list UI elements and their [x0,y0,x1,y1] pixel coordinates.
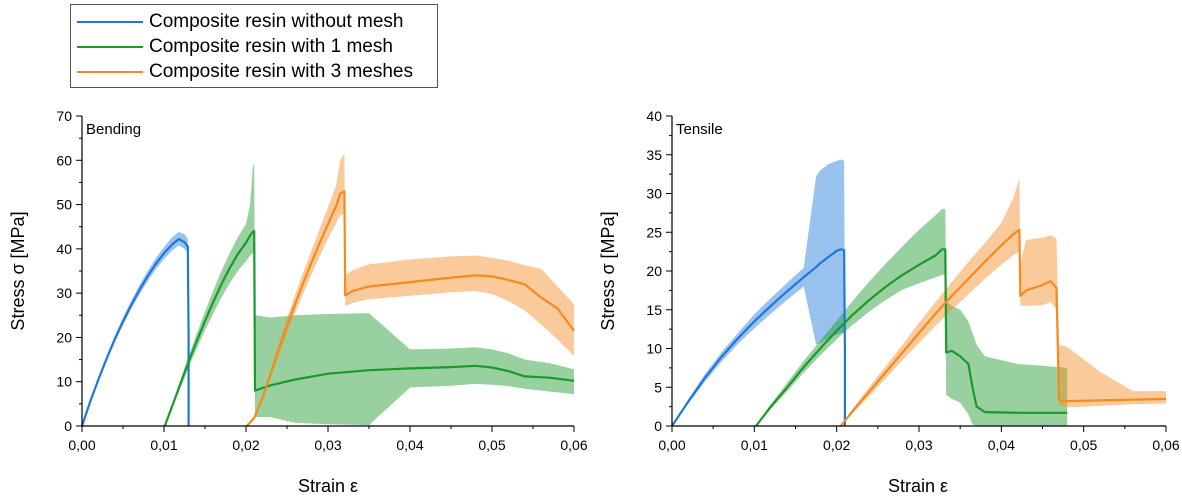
bending-x-tick-label-0: 0,00 [68,437,95,453]
tensile-y-tick-label-2: 10 [646,341,662,357]
tensile-x-tick-label-6: 0,06 [1152,437,1179,453]
bending-x-tick-label-3: 0,03 [314,437,341,453]
bending-line-0 [80,238,190,427]
bending-x-tick-label-2: 0,02 [232,437,259,453]
tensile-x-tick-label-3: 0,03 [905,437,932,453]
tensile-y-tick-label-6: 30 [646,186,662,202]
bending-line-2 [245,190,575,427]
bending-y-tick-label-6: 60 [56,152,72,168]
tensile-line-1 [755,248,1068,427]
bending-band-1 [164,162,575,426]
tensile-x-tick-label-4: 0,04 [988,437,1015,453]
bending-chart-title: Bending [86,121,141,138]
bending-line-1 [163,230,575,427]
bending-x-tick-label-1: 0,01 [150,437,177,453]
legend-label-without-mesh: Composite resin without mesh [149,11,404,32]
tensile-x-axis-label: Strain ε [888,476,948,496]
tensile-x-tick-label-2: 0,02 [823,437,850,453]
tensile-line-0 [671,248,846,427]
legend: Composite resin without mesh Composite r… [70,4,438,88]
legend-swatch-without-mesh [77,21,143,23]
bending-y-tick-label-3: 30 [56,285,72,301]
legend-label-1-mesh: Composite resin with 1 mesh [149,36,393,57]
bending-y-tick-label-4: 40 [56,241,72,257]
bending-y-tick-label-0: 0 [64,418,72,434]
tensile-y-tick-label-5: 25 [646,224,662,240]
bending-chart: 0,00 0,01 0,02 0,03 0,04 0,05 0,06 0 10 20 30 40 50 6… [8,108,588,496]
tensile-chart: 0,00 0,01 0,02 0,03 0,04 0,05 0,06 0 5 10 15 20 25 30… [598,108,1180,496]
legend-label-3-meshes: Composite resin with 3 meshes [149,61,413,82]
tensile-y-tick-label-7: 35 [646,147,662,163]
legend-item-3-meshes: Composite resin with 3 meshes [77,60,413,84]
legend-swatch-1-mesh [77,46,143,48]
tensile-band-1 [756,209,1068,426]
tensile-y-tick-label-3: 15 [646,302,662,318]
legend-item-without-mesh: Composite resin without mesh [77,10,404,34]
bending-y-tick-label-1: 10 [56,374,72,390]
tensile-chart-title: Tensile [676,121,723,138]
tensile-y-tick-label-4: 20 [646,263,662,279]
bending-y-tick-label-2: 20 [56,329,72,345]
bending-y-tick-label-7: 70 [56,108,72,124]
tensile-y-tick-label-8: 40 [646,108,662,124]
legend-swatch-3-meshes [77,71,143,73]
bending-x-axis-label: Strain ε [298,476,358,496]
bending-x-tick-label-6: 0,06 [560,437,587,453]
bending-x-tick-label-4: 0,04 [396,437,423,453]
bending-y-tick-label-5: 50 [56,197,72,213]
bending-band-0 [82,232,189,426]
tensile-x-tick-label-1: 0,01 [741,437,768,453]
tensile-y-axis-label: Stress σ [MPa] [598,211,618,330]
tensile-x-tick-label-0: 0,00 [658,437,685,453]
tensile-y-tick-label-1: 5 [654,379,662,395]
tensile-x-tick-label-5: 0,05 [1070,437,1097,453]
bending-x-tick-label-5: 0,05 [478,437,505,453]
tensile-line-2 [839,228,1167,427]
tensile-y-tick-label-0: 0 [654,418,662,434]
legend-item-1-mesh: Composite resin with 1 mesh [77,35,393,59]
bending-y-axis-label: Stress σ [MPa] [8,211,28,330]
tensile-band-2 [840,178,1166,426]
